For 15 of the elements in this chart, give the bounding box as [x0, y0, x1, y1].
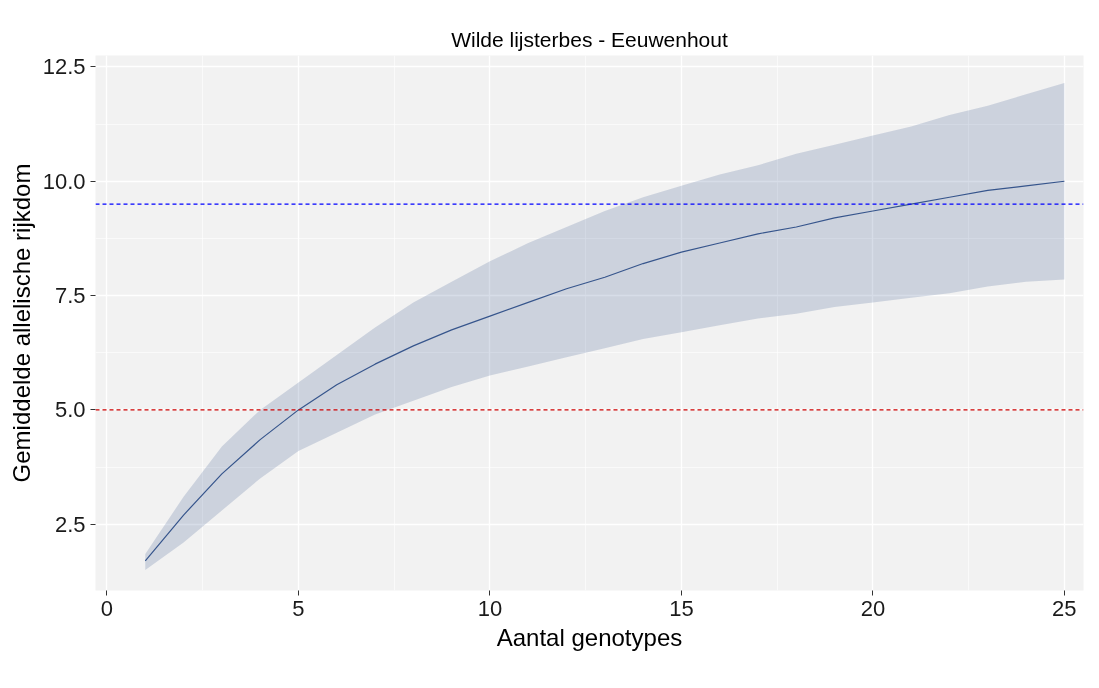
chart-title: Wilde lijsterbes - Eeuwenhout — [451, 27, 728, 51]
y-tick-label: 7.5 — [54, 283, 86, 309]
y-axis-title: Gemiddelde allelische rijkdom — [7, 163, 35, 483]
x-tick-label: 15 — [669, 595, 694, 621]
y-tick-label: 2.5 — [54, 511, 86, 537]
x-axis-title: Aantal genotypes — [496, 623, 683, 651]
x-tick-label: 10 — [477, 595, 503, 621]
y-tick-label: 10.0 — [42, 168, 86, 194]
y-tick-label: 12.5 — [42, 54, 86, 80]
y-tick-label: 5.0 — [54, 397, 86, 423]
x-tick-label: 5 — [292, 595, 305, 621]
x-tick-label: 25 — [1052, 595, 1077, 621]
x-tick-label: 0 — [100, 595, 114, 621]
x-tick-label: 20 — [860, 595, 886, 621]
line-series — [144, 180, 1065, 562]
